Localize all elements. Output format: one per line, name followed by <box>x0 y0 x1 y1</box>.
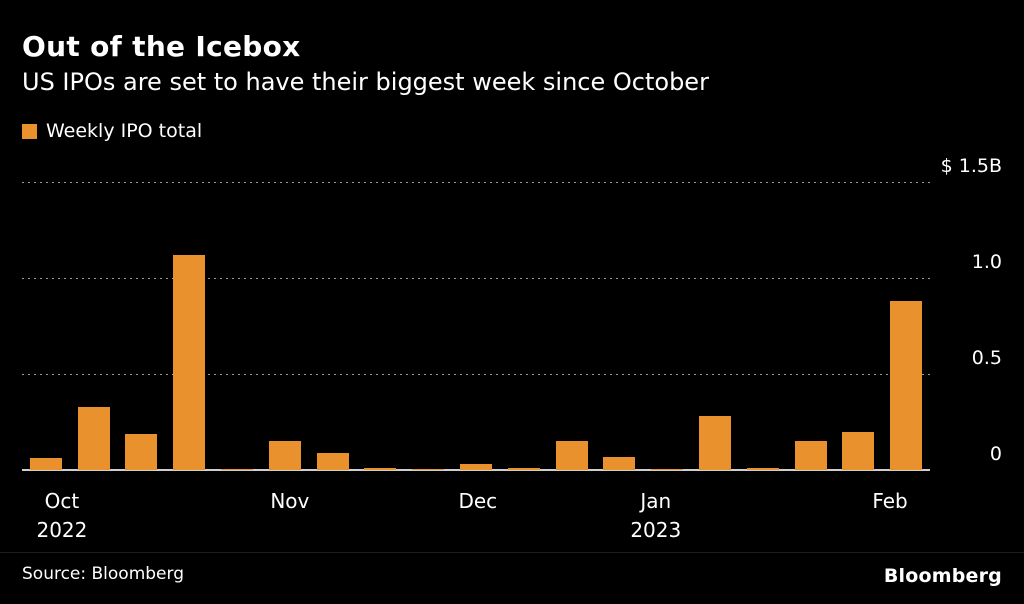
bar-week-11 <box>507 468 540 470</box>
legend-swatch <box>22 123 37 139</box>
bar-week-7 <box>316 452 349 470</box>
chart-area: $ 1.5B 1.0 0.5 0 Oct 2022 Nov Dec Jan 2023 Feb <box>22 155 1002 542</box>
legend: Weekly IPO total <box>22 120 202 142</box>
x-tick-jan: Jan 2023 <box>630 489 682 542</box>
bar-week-15 <box>698 416 731 470</box>
bar-week-13 <box>603 456 636 470</box>
bar-week-3 <box>125 433 158 470</box>
legend-label: Weekly IPO total <box>46 120 203 142</box>
y-tick-label-1.5: $ 1.5B <box>940 155 1002 177</box>
bar-week-4 <box>173 254 206 470</box>
x-tick-nov: Nov <box>270 489 310 513</box>
bar-week-8 <box>364 468 397 470</box>
bar-week-14 <box>651 468 684 470</box>
x-tick-feb: Feb <box>872 489 908 513</box>
gridline-1.5 <box>22 182 930 183</box>
x-axis-line <box>22 469 930 471</box>
bar-week-5 <box>221 468 254 470</box>
bar-week-10 <box>460 464 492 470</box>
chart-title: Out of the Icebox <box>22 30 301 63</box>
bar-week-2 <box>77 406 110 470</box>
bar-week-19 <box>890 301 923 470</box>
x-tick-oct: Oct 2022 <box>36 489 88 542</box>
bar-week-17 <box>794 441 827 470</box>
bar-week-16 <box>746 468 779 470</box>
bar-week-12 <box>555 441 588 470</box>
y-tick-label-1: 1.0 <box>971 251 1002 273</box>
footer-divider <box>0 552 1024 553</box>
bar-week-1 <box>29 458 62 470</box>
x-tick-dec: Dec <box>458 489 498 513</box>
bar-week-6 <box>268 441 301 470</box>
chart-subtitle: US IPOs are set to have their biggest we… <box>22 68 709 96</box>
source-note: Source: Bloomberg <box>22 564 184 584</box>
bloomberg-logo: Bloomberg <box>883 565 1002 587</box>
gridline-1 <box>22 278 930 279</box>
bar-week-9 <box>412 468 445 470</box>
gridline-0.5 <box>22 374 930 375</box>
bar-week-18 <box>842 431 875 470</box>
y-tick-label-0.5: 0.5 <box>971 347 1002 369</box>
y-tick-label-0: 0 <box>989 443 1002 465</box>
